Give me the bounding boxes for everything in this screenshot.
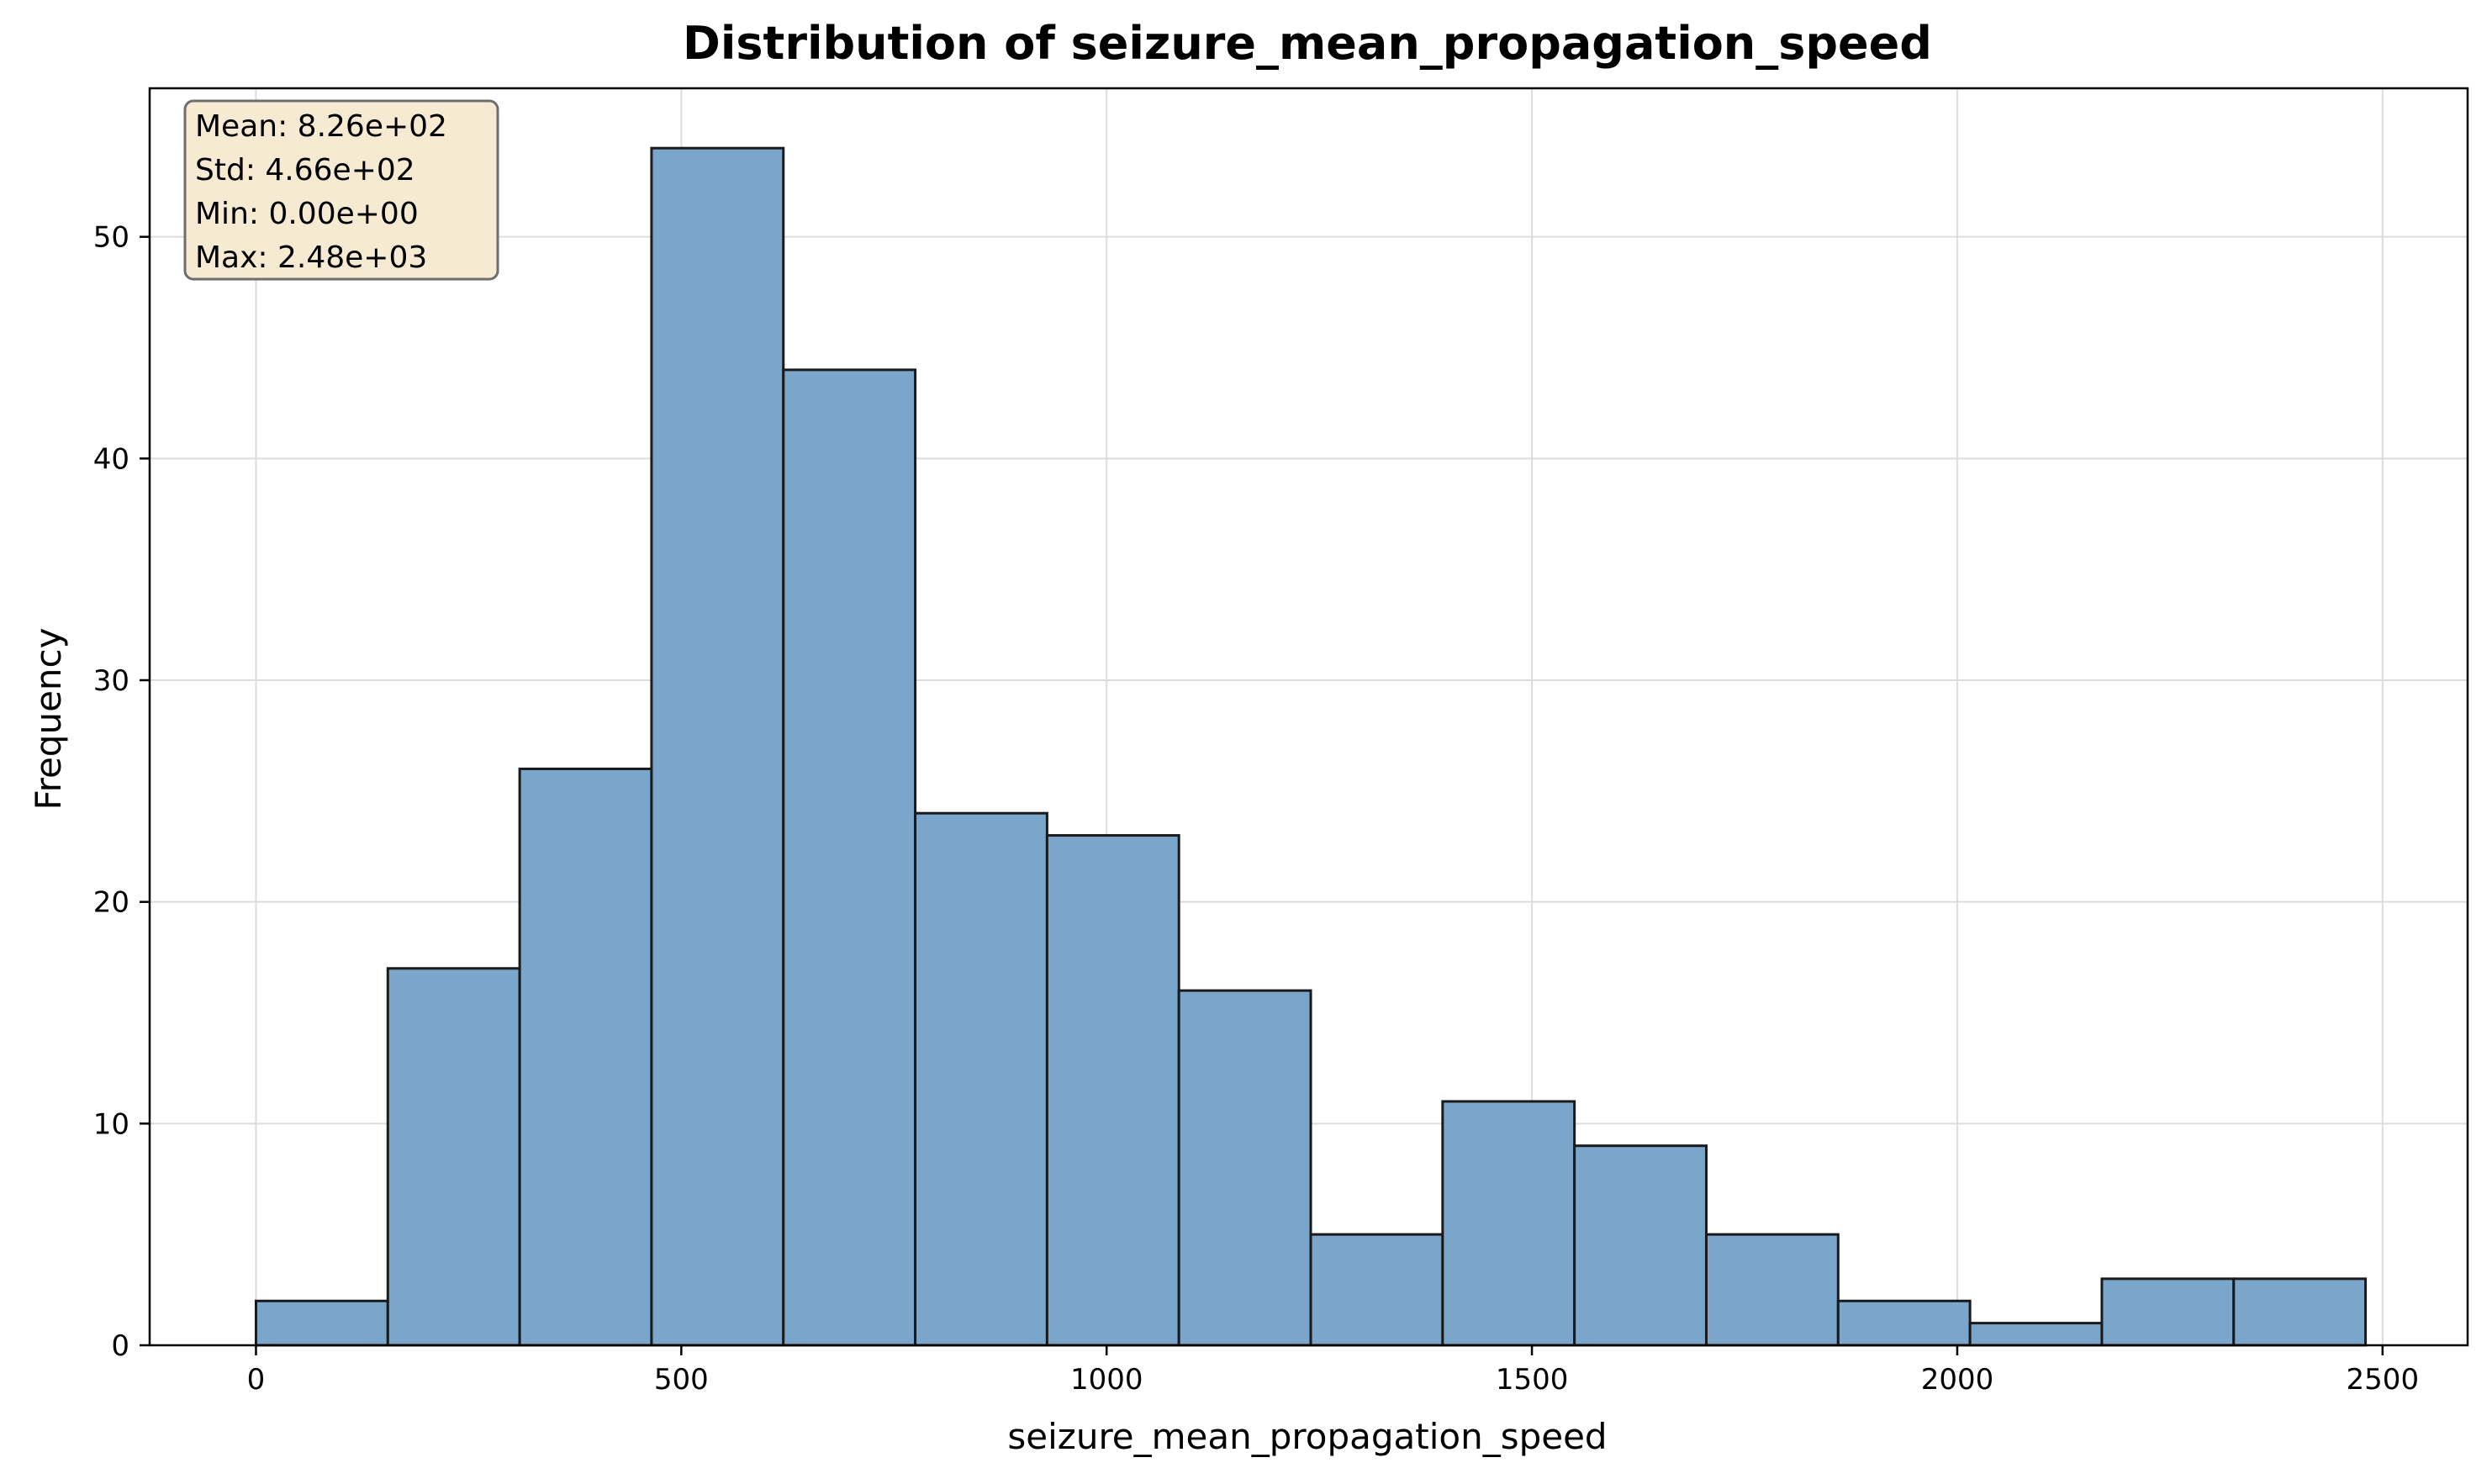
x-tick-label: 1000 <box>1070 1363 1143 1397</box>
y-tick-label: 20 <box>93 886 129 920</box>
histogram-bar <box>254 1299 389 1347</box>
histogram-bar <box>1441 1100 1576 1347</box>
histogram-bar <box>1968 1322 2104 1347</box>
x-tick-label: 2000 <box>1921 1363 1994 1397</box>
histogram-bar <box>1045 834 1180 1347</box>
y-tick-label: 40 <box>93 442 129 476</box>
histogram-bar <box>782 368 917 1347</box>
histogram-bar <box>914 811 1048 1347</box>
stats-line: Min: 0.00e+00 <box>195 197 419 231</box>
histogram-bar <box>650 146 785 1347</box>
x-tick-label: 2500 <box>2347 1363 2420 1397</box>
y-tick-label: 10 <box>93 1107 129 1141</box>
x-tick-label: 1500 <box>1496 1363 1569 1397</box>
x-tick-label: 0 <box>247 1363 266 1397</box>
stats-box: Mean: 8.26e+02 Std: 4.66e+02 Min: 0.00e+00… <box>183 99 499 281</box>
stats-line: Max: 2.48e+03 <box>195 240 427 275</box>
histogram-bar <box>1704 1233 1840 1347</box>
y-tick-label: 0 <box>111 1329 129 1363</box>
x-axis-label: seizure_mean_propagation_speed <box>1007 1416 1607 1457</box>
stats-line: Std: 4.66e+02 <box>195 153 415 187</box>
y-tick-label: 50 <box>93 221 129 255</box>
histogram-bar <box>1309 1233 1444 1347</box>
histogram-bar <box>1836 1299 1972 1347</box>
y-axis-label: Frequency <box>28 628 69 811</box>
histogram-bars <box>254 146 2368 1347</box>
histogram-bar <box>1573 1144 1708 1347</box>
histogram-bar <box>1177 989 1312 1347</box>
stats-box-background <box>183 99 499 281</box>
stats-line: Mean: 8.26e+02 <box>195 109 447 144</box>
histogram-bar <box>518 767 653 1347</box>
histogram-bar <box>2100 1277 2236 1347</box>
histogram-bar <box>386 967 521 1347</box>
chart-title: Distribution of seizure_mean_propagation… <box>683 17 1932 70</box>
plot-frame <box>148 87 2469 1347</box>
axis-ticks: 0 500 1000 1500 2000 2500 0 10 20 30 40 50 <box>93 221 2419 1397</box>
y-tick-label: 30 <box>93 664 129 698</box>
histogram-bar <box>2232 1277 2368 1347</box>
x-tick-label: 500 <box>654 1363 709 1397</box>
